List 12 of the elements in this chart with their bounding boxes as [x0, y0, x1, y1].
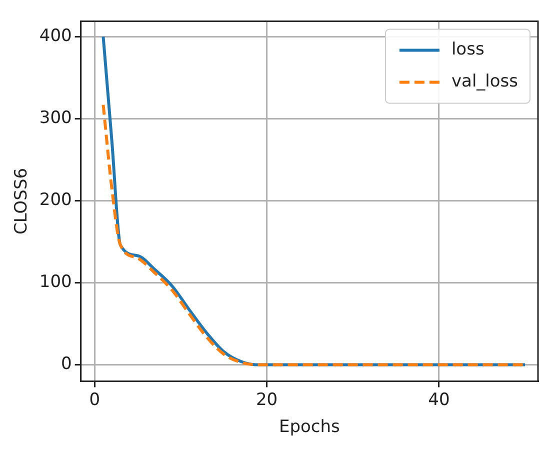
y-tick-label: 200 — [39, 190, 72, 210]
y-tick-label: 300 — [39, 108, 72, 128]
x-tick-label: 0 — [89, 390, 100, 410]
y-tick-label: 100 — [39, 272, 72, 292]
x-axis-title: Epochs — [278, 417, 340, 438]
y-axis-title: CLOSS6 — [12, 168, 32, 234]
y-tick-label: 400 — [39, 26, 72, 46]
y-tick-label: 0 — [61, 354, 72, 374]
x-tick-label: 20 — [256, 390, 278, 410]
legend-label: loss — [451, 40, 484, 60]
legend-label: val_loss — [451, 72, 518, 92]
x-tick-label: 40 — [428, 390, 450, 410]
